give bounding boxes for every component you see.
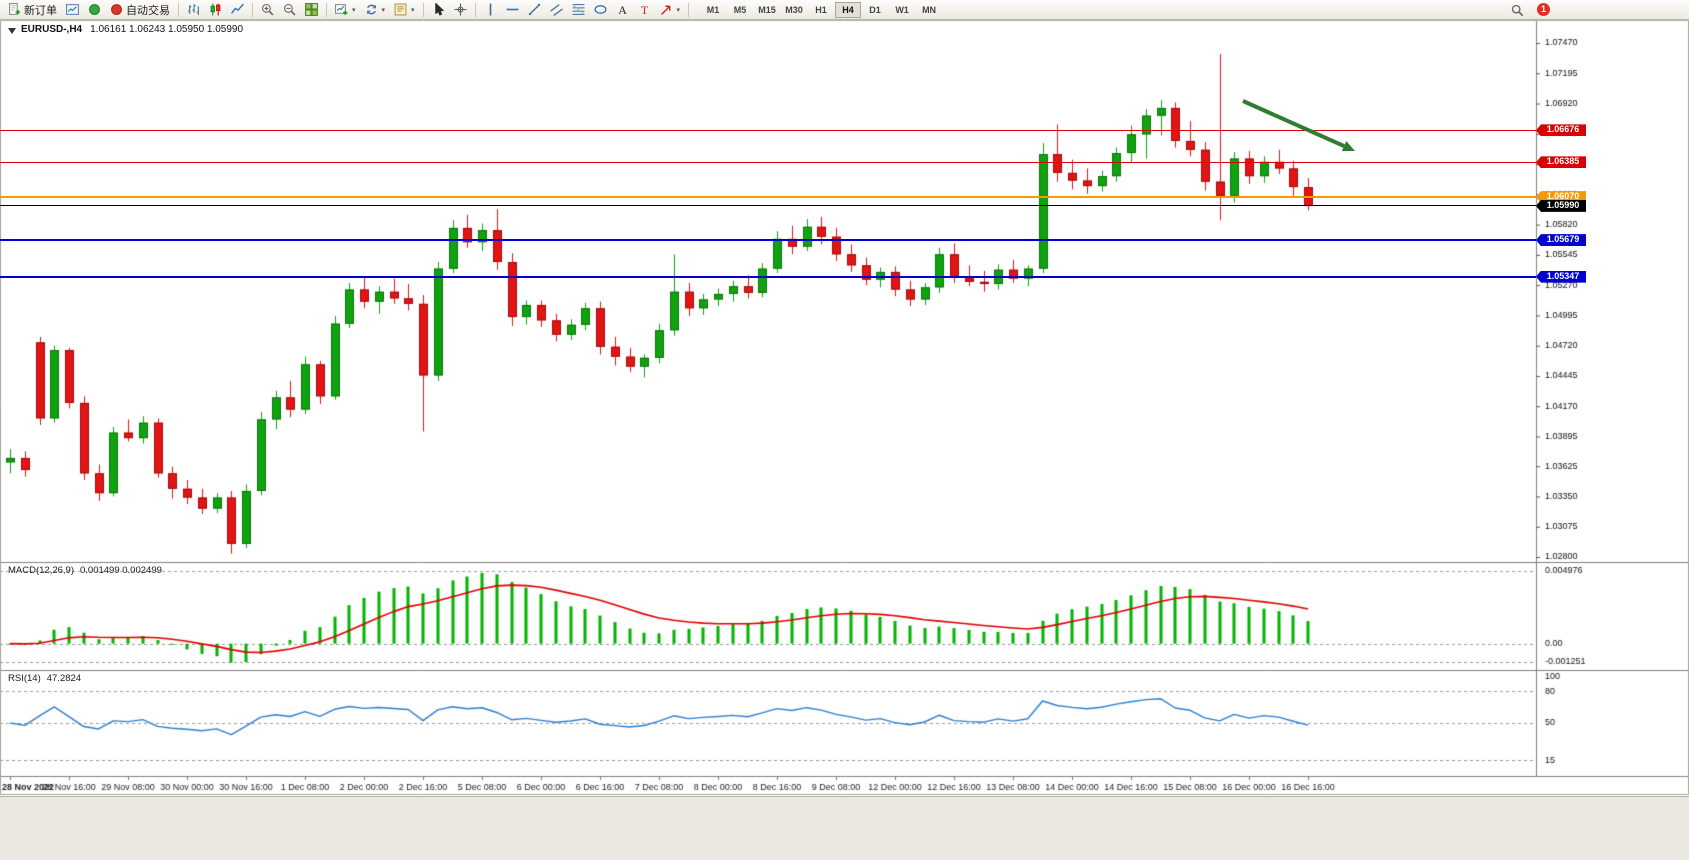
doc-plus-icon xyxy=(8,3,21,16)
price-tag-1.06676[interactable]: 1.06676 xyxy=(1536,124,1586,136)
candle-chart-mode-button[interactable] xyxy=(205,1,226,18)
hline-1.05990[interactable] xyxy=(0,205,1536,206)
bars-icon xyxy=(187,3,200,16)
channel-tool-button[interactable] xyxy=(546,1,567,18)
line-icon xyxy=(231,3,244,16)
toolbar-buttons-group: 新订单 自动交易 ▾ ▾ ▾ AT ▾ xyxy=(4,1,692,18)
template-icon xyxy=(394,3,407,16)
price-tag-1.05679[interactable]: 1.05679 xyxy=(1536,234,1586,246)
hline-icon xyxy=(506,3,519,16)
tile-windows-button[interactable] xyxy=(301,1,322,18)
zoom-in-button[interactable] xyxy=(257,1,278,18)
trend-arrow-annotation[interactable] xyxy=(1229,87,1369,165)
price-tag-1.06385[interactable]: 1.06385 xyxy=(1536,156,1586,168)
timeframe-m1-button[interactable]: M1 xyxy=(700,2,726,18)
timeframe-m5-button[interactable]: M5 xyxy=(727,2,753,18)
horizontal-line-tool-button[interactable] xyxy=(502,1,523,18)
toolbar-separator xyxy=(475,3,476,17)
text-t-icon: T xyxy=(638,3,651,16)
market-watch-button[interactable] xyxy=(84,1,105,18)
cursor-mode-button[interactable] xyxy=(428,1,449,18)
notification-badge[interactable]: 1 xyxy=(1537,3,1550,16)
toolbar-separator xyxy=(688,3,689,17)
zoom-out-button[interactable] xyxy=(279,1,300,18)
zoom-in-icon xyxy=(261,3,274,16)
tile-icon xyxy=(305,3,318,16)
trendline-tool-button[interactable] xyxy=(524,1,545,18)
search-icon xyxy=(1511,4,1526,17)
toolbar-separator xyxy=(423,3,424,17)
fibonacci-tool-button[interactable] xyxy=(568,1,589,18)
vertical-line-tool-button[interactable] xyxy=(480,1,501,18)
new-chart-button[interactable]: ▾ xyxy=(331,1,360,18)
arrows-icon xyxy=(660,3,673,16)
hline-1.05679[interactable] xyxy=(0,239,1536,241)
timeframe-d1-button[interactable]: D1 xyxy=(862,2,888,18)
channel-icon xyxy=(550,3,563,16)
crosshair-mode-button[interactable] xyxy=(450,1,471,18)
dropdown-caret-icon: ▾ xyxy=(382,6,386,14)
crosshair-icon xyxy=(454,3,467,16)
dropdown-caret-icon: ▾ xyxy=(411,6,415,14)
timeframe-m30-button[interactable]: M30 xyxy=(781,2,807,18)
svg-text:T: T xyxy=(640,3,648,16)
autotrading-button[interactable]: 自动交易 xyxy=(106,1,174,18)
timeframe-toolbar: M1M5M15M30H1H4D1W1MN xyxy=(700,2,942,18)
chart-window-icon xyxy=(66,3,79,16)
price-tag-1.05990[interactable]: 1.05990 xyxy=(1536,200,1586,212)
price-tag-1.05347[interactable]: 1.05347 xyxy=(1536,271,1586,283)
dropdown-caret-icon: ▾ xyxy=(352,6,356,14)
shapes-tool-button[interactable] xyxy=(590,1,611,18)
new-order-label: 新订单 xyxy=(24,2,57,18)
chart-window-button[interactable] xyxy=(62,1,83,18)
main-toolbar: 新订单 自动交易 ▾ ▾ ▾ AT ▾ M1M5M15M30H1H4D1W1MN 1 xyxy=(0,0,1689,20)
text-tool-button[interactable]: A xyxy=(612,1,633,18)
dropdown-caret-icon: ▾ xyxy=(677,6,681,14)
text-a-icon: A xyxy=(616,3,629,16)
window-bottom-strip xyxy=(0,796,1689,860)
red-dot-icon xyxy=(110,3,123,16)
text-label-tool-button[interactable]: T xyxy=(634,1,655,18)
new-chart-icon xyxy=(335,3,348,16)
line-chart-mode-button[interactable] xyxy=(227,1,248,18)
timeframe-h4-button[interactable]: H4 xyxy=(835,2,861,18)
shapes-icon xyxy=(594,3,607,16)
price-chart-canvas[interactable] xyxy=(0,0,1689,859)
cursor-icon xyxy=(432,3,445,16)
hline-1.06070[interactable] xyxy=(0,196,1536,198)
search-button[interactable] xyxy=(1510,2,1527,18)
toolbar-separator xyxy=(326,3,327,17)
vline-icon xyxy=(484,3,497,16)
fibo-icon xyxy=(572,3,585,16)
cycle-icon xyxy=(365,3,378,16)
timeframe-m15-button[interactable]: M15 xyxy=(754,2,780,18)
trend-icon xyxy=(528,3,541,16)
hline-1.05347[interactable] xyxy=(0,276,1536,278)
green-dot-icon xyxy=(88,3,101,16)
one-click-trading-toggle-icon[interactable] xyxy=(8,28,16,34)
timeframe-w1-button[interactable]: W1 xyxy=(889,2,915,18)
bar-chart-mode-button[interactable] xyxy=(183,1,204,18)
toolbar-separator xyxy=(252,3,253,17)
zoom-out-icon xyxy=(283,3,296,16)
timeframe-mn-button[interactable]: MN xyxy=(916,2,942,18)
templates-button[interactable]: ▾ xyxy=(390,1,419,18)
arrows-tool-button[interactable]: ▾ xyxy=(656,1,685,18)
timeframe-h1-button[interactable]: H1 xyxy=(808,2,834,18)
svg-text:A: A xyxy=(618,3,627,16)
chart-shift-button[interactable]: ▾ xyxy=(361,1,390,18)
candles-icon xyxy=(209,3,222,16)
toolbar-separator xyxy=(178,3,179,17)
new-order-button[interactable]: 新订单 xyxy=(4,1,61,18)
autotrading-label: 自动交易 xyxy=(126,2,170,18)
